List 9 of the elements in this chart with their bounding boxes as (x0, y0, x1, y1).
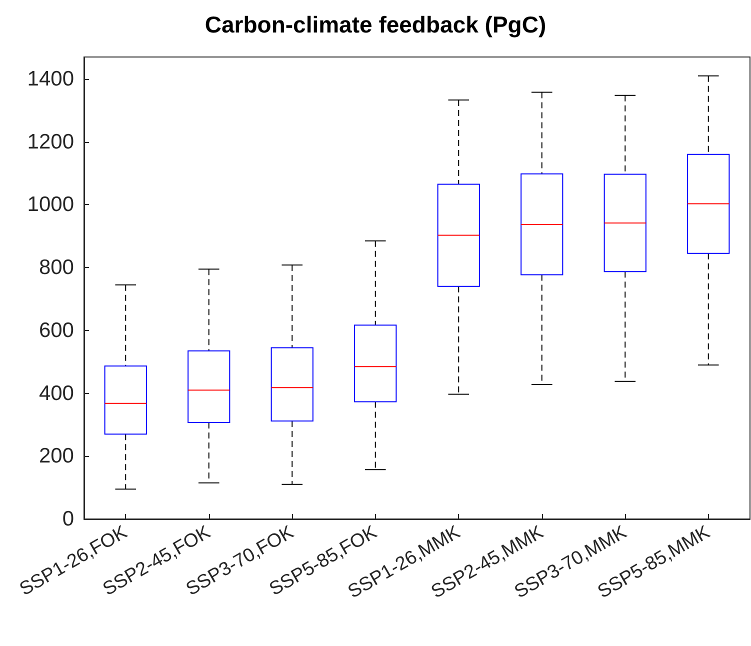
y-tick-label: 200 (38, 444, 74, 468)
y-tick-label: 1000 (27, 193, 74, 216)
y-tick-label: 800 (38, 256, 74, 280)
y-tick-label: 1200 (27, 130, 74, 154)
y-tick-label: 600 (38, 318, 74, 342)
y-tick-label: 1400 (27, 68, 74, 90)
y-tick-label: 0 (62, 508, 74, 530)
y-tick-label: 400 (38, 382, 74, 405)
chart-title: Carbon-climate feedback (PgC) (204, 12, 546, 38)
